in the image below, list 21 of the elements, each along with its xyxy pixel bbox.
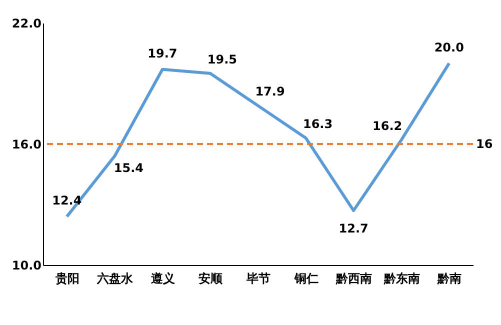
data-label: 19.7 xyxy=(148,46,178,60)
y-tick-label: 10.0 xyxy=(12,258,42,272)
x-tick-label: 黔南 xyxy=(436,272,462,286)
x-tick-label: 毕节 xyxy=(246,272,270,286)
y-tick-label: 22.0 xyxy=(12,16,42,30)
data-label: 20.0 xyxy=(434,40,464,54)
data-label: 17.9 xyxy=(255,84,285,99)
data-label: 19.5 xyxy=(207,52,238,66)
x-tick-label: 安顺 xyxy=(198,272,224,286)
ref-line-label: 16 xyxy=(476,137,493,151)
x-tick-label: 六盘水 xyxy=(96,272,134,286)
data-label: 16.3 xyxy=(302,116,333,131)
x-tick-label: 铜仁 xyxy=(293,272,318,286)
x-tick-label: 黔东南 xyxy=(382,272,420,286)
data-label: 16.2 xyxy=(372,118,402,133)
x-tick-label: 贵阳 xyxy=(54,272,80,286)
y-tick-label: 16.0 xyxy=(12,138,42,152)
x-tick-label: 黔西南 xyxy=(335,272,372,286)
x-tick-label: 遵义 xyxy=(150,272,176,286)
data-label: 12.7 xyxy=(338,222,368,236)
data-label: 15.4 xyxy=(114,161,144,176)
